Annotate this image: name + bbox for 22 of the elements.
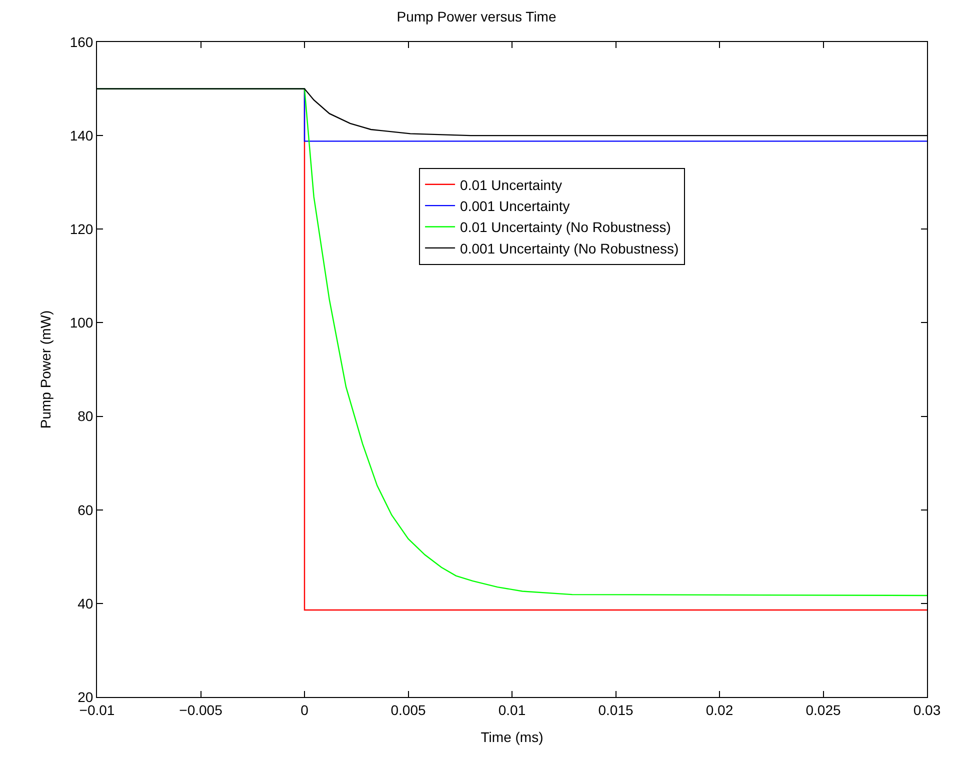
y-tick-label: 40	[78, 595, 94, 612]
y-tick-label: 160	[70, 34, 94, 50]
legend-label: 0.001 Uncertainty	[460, 198, 570, 214]
x-tick-label: 0.01	[498, 702, 526, 718]
y-tick-label: 60	[78, 502, 94, 518]
y-tick-label: 100	[70, 314, 94, 331]
x-tick-label: 0.015	[598, 702, 634, 718]
legend-label: 0.001 Uncertainty (No Robustness)	[460, 240, 679, 256]
y-tick-label: 120	[70, 221, 94, 238]
legend-label: 0.01 Uncertainty	[460, 176, 562, 193]
x-tick-label: 0.02	[706, 702, 734, 718]
x-tick-label: 0	[300, 702, 309, 718]
chart-title: Pump Power versus Time	[396, 8, 556, 24]
x-axis-title: Time (ms)	[480, 729, 544, 746]
y-tick-label: 140	[70, 127, 94, 144]
x-tick-label: 0.005	[390, 702, 426, 718]
x-tick-label: −0.005	[179, 702, 223, 718]
y-axis-title: Pump Power (mW)	[37, 310, 54, 429]
y-tick-label: 80	[78, 408, 94, 424]
x-tick-label: 0.025	[806, 702, 841, 718]
legend-label: 0.01 Uncertainty (No Robustness)	[460, 219, 671, 236]
x-tick-label: 0.03	[913, 702, 941, 718]
